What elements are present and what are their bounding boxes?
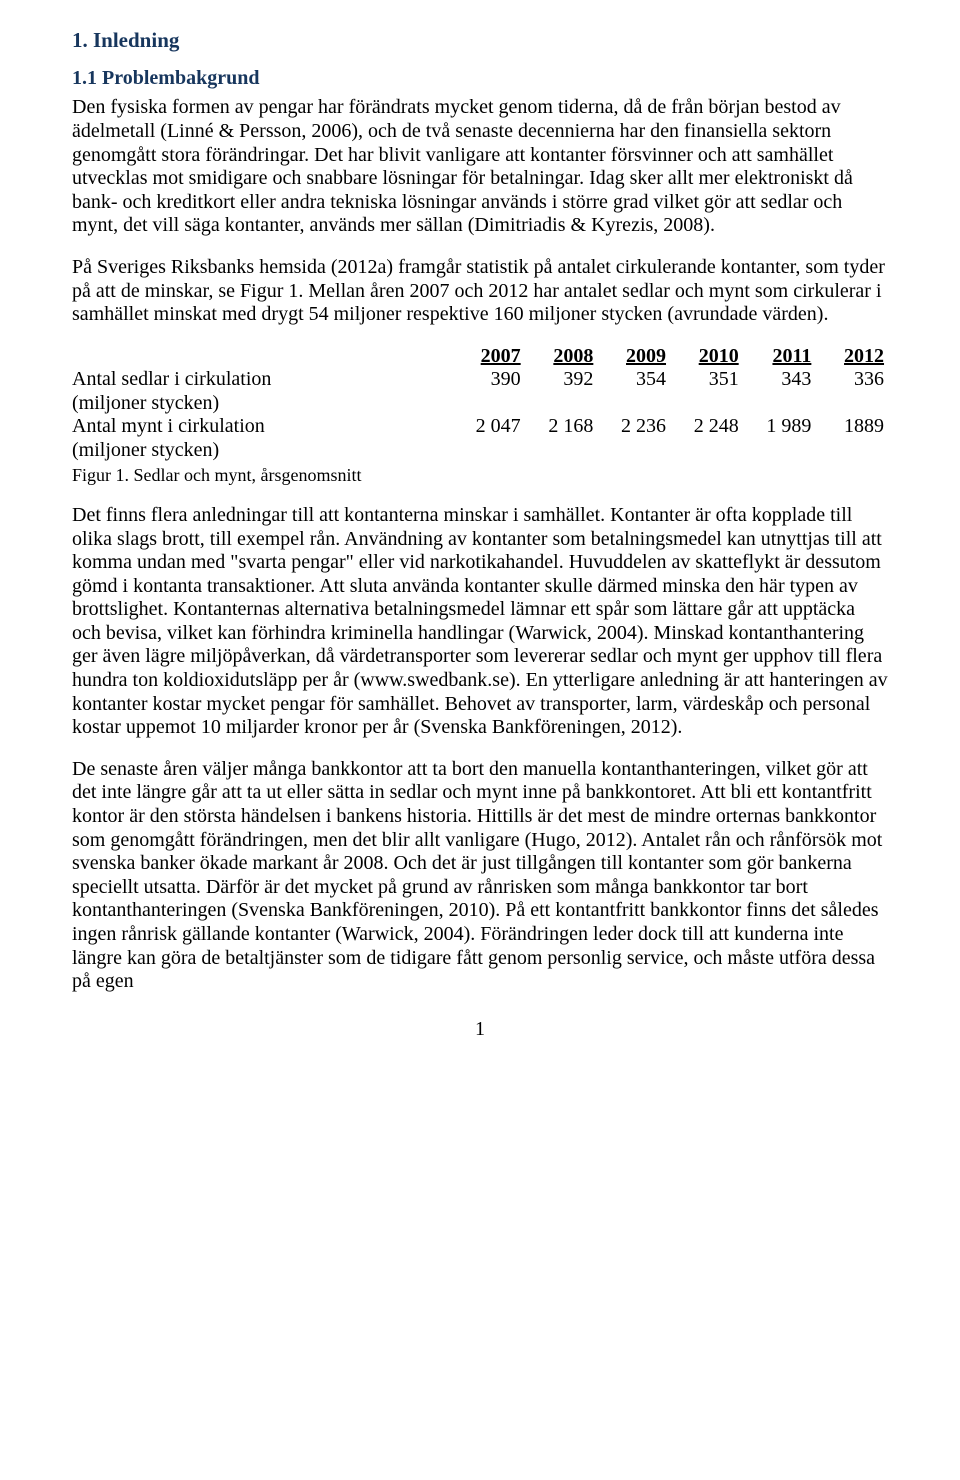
paragraph-4: De senaste åren väljer många bankkontor … — [72, 758, 888, 994]
table-cell: 343 — [743, 368, 816, 392]
paragraph-1: Den fysiska formen av pengar har förändr… — [72, 96, 888, 238]
page-number: 1 — [72, 1018, 888, 1042]
document-page: 1. Inledning 1.1 Problembakgrund Den fys… — [0, 0, 960, 1480]
table-row: Antal sedlar i cirkulation 390 392 354 3… — [72, 368, 888, 392]
table-row-label: Antal sedlar i cirkulation — [72, 368, 452, 392]
table-header-cell: 2010 — [670, 345, 743, 369]
table-cell: 392 — [525, 368, 598, 392]
table-cell: 354 — [597, 368, 670, 392]
table-row-sublabel: (miljoner stycken) — [72, 439, 888, 463]
table-row-sublabel: (miljoner stycken) — [72, 392, 888, 416]
table-header-cell: 2009 — [597, 345, 670, 369]
table-header-cell: 2008 — [525, 345, 598, 369]
heading-level-2: 1.1 Problembakgrund — [72, 67, 888, 91]
table-row: Antal mynt i cirkulation 2 047 2 168 2 2… — [72, 415, 888, 439]
table-cell: 390 — [452, 368, 525, 392]
table-cell: 2 248 — [670, 415, 743, 439]
table-cell: 351 — [670, 368, 743, 392]
table-row-label: Antal mynt i cirkulation — [72, 415, 452, 439]
table-header-spacer — [72, 345, 452, 369]
table-cell: 1 989 — [743, 415, 816, 439]
table-header-cell: 2007 — [452, 345, 525, 369]
paragraph-2: På Sveriges Riksbanks hemsida (2012a) fr… — [72, 256, 888, 327]
table-cell: 1889 — [815, 415, 888, 439]
table-cell: 336 — [815, 368, 888, 392]
heading-level-1: 1. Inledning — [72, 28, 888, 53]
paragraph-3: Det finns flera anledningar till att kon… — [72, 504, 888, 740]
figure-caption: Figur 1. Sedlar och mynt, årsgenomsnitt — [72, 465, 888, 486]
data-table: 2007 2008 2009 2010 2011 2012 Antal sedl… — [72, 345, 888, 463]
table-header-cell: 2012 — [815, 345, 888, 369]
table-header-row: 2007 2008 2009 2010 2011 2012 — [72, 345, 888, 369]
table-header-cell: 2011 — [743, 345, 816, 369]
table-cell: 2 168 — [525, 415, 598, 439]
table-cell: 2 047 — [452, 415, 525, 439]
table-cell: 2 236 — [597, 415, 670, 439]
